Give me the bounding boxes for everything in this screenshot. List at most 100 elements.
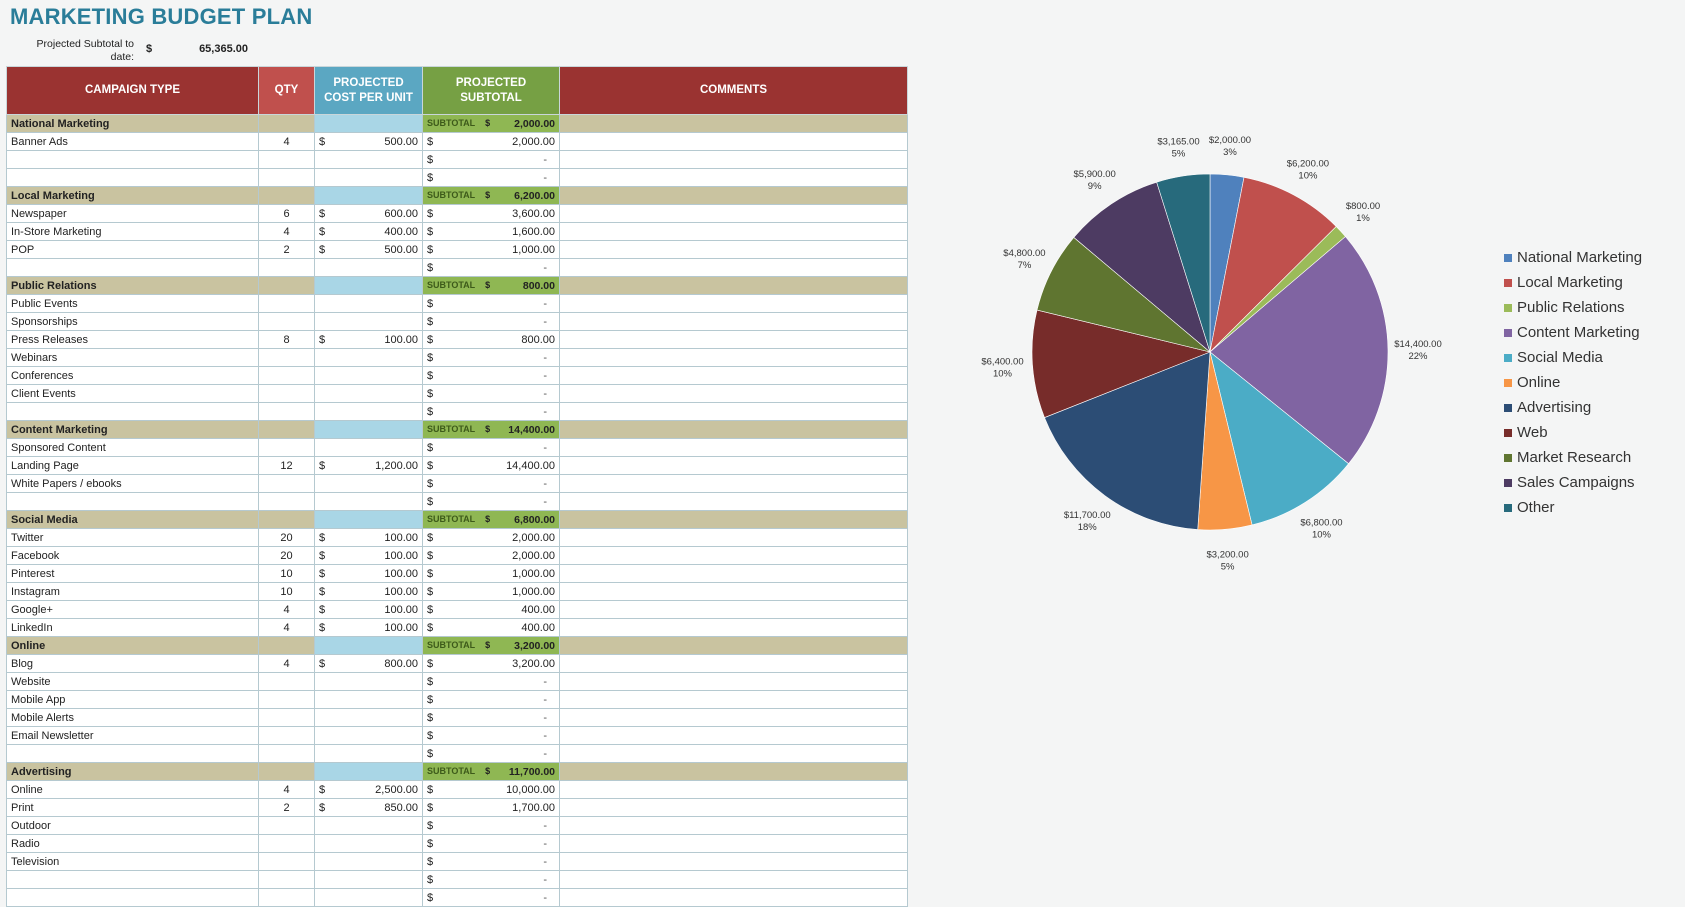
cost-cell[interactable] xyxy=(314,852,423,871)
qty-cell[interactable] xyxy=(258,672,315,691)
comments-cell[interactable] xyxy=(559,582,908,601)
campaign-name[interactable]: Public Events xyxy=(6,294,259,313)
subtotal-cell[interactable]: $ - xyxy=(422,474,560,493)
comments-cell[interactable] xyxy=(559,492,908,511)
cost-cell[interactable]: $100.00 xyxy=(314,600,423,619)
subtotal-cell[interactable]: $2,000.00 xyxy=(422,546,560,565)
comments-cell[interactable] xyxy=(559,420,908,439)
legend-item[interactable]: Online xyxy=(1504,370,1642,395)
comments-cell[interactable] xyxy=(559,258,908,277)
qty-cell[interactable]: 12 xyxy=(258,456,315,475)
qty-cell[interactable]: 4 xyxy=(258,654,315,673)
campaign-name[interactable]: Newspaper xyxy=(6,204,259,223)
cost-cell[interactable] xyxy=(314,420,423,439)
campaign-name[interactable]: Mobile App xyxy=(6,690,259,709)
legend-item[interactable]: Web xyxy=(1504,420,1642,445)
pie-slice[interactable] xyxy=(1031,309,1211,418)
comments-cell[interactable] xyxy=(559,834,908,853)
comments-cell[interactable] xyxy=(559,222,908,241)
qty-cell[interactable] xyxy=(258,294,315,313)
category-name[interactable]: Social Media xyxy=(6,510,259,529)
qty-cell[interactable] xyxy=(258,384,315,403)
subtotal-cell[interactable]: $ - xyxy=(422,690,560,709)
campaign-name[interactable]: Facebook xyxy=(6,546,259,565)
cost-cell[interactable] xyxy=(314,744,423,763)
cost-cell[interactable]: $1,200.00 xyxy=(314,456,423,475)
subtotal-cell[interactable]: $400.00 xyxy=(422,618,560,637)
cost-cell[interactable]: $800.00 xyxy=(314,654,423,673)
legend-item[interactable]: Advertising xyxy=(1504,395,1642,420)
comments-cell[interactable] xyxy=(559,618,908,637)
subtotal-cell[interactable]: $ - xyxy=(422,672,560,691)
campaign-name[interactable] xyxy=(6,258,259,277)
comments-cell[interactable] xyxy=(559,168,908,187)
qty-cell[interactable] xyxy=(258,744,315,763)
qty-cell[interactable] xyxy=(258,870,315,889)
cost-cell[interactable]: $500.00 xyxy=(314,132,423,151)
campaign-name[interactable]: Conferences xyxy=(6,366,259,385)
qty-cell[interactable] xyxy=(258,402,315,421)
subtotal-cell[interactable]: $3,600.00 xyxy=(422,204,560,223)
comments-cell[interactable] xyxy=(559,636,908,655)
subtotal-cell[interactable]: $10,000.00 xyxy=(422,780,560,799)
subtotal-cell[interactable]: $ - xyxy=(422,852,560,871)
cost-cell[interactable]: $850.00 xyxy=(314,798,423,817)
comments-cell[interactable] xyxy=(559,672,908,691)
cost-cell[interactable] xyxy=(314,186,423,205)
cost-cell[interactable] xyxy=(314,726,423,745)
category-name[interactable]: Advertising xyxy=(6,762,259,781)
subtotal-cell[interactable]: $ - xyxy=(422,258,560,277)
qty-cell[interactable]: 2 xyxy=(258,240,315,259)
cost-cell[interactable] xyxy=(314,510,423,529)
qty-cell[interactable] xyxy=(258,834,315,853)
comments-cell[interactable] xyxy=(559,762,908,781)
qty-cell[interactable] xyxy=(258,762,315,781)
legend-item[interactable]: Content Marketing xyxy=(1504,320,1642,345)
campaign-name[interactable]: Client Events xyxy=(6,384,259,403)
cost-cell[interactable] xyxy=(314,258,423,277)
subtotal-cell[interactable]: $1,700.00 xyxy=(422,798,560,817)
cost-cell[interactable]: $100.00 xyxy=(314,330,423,349)
comments-cell[interactable] xyxy=(559,798,908,817)
comments-cell[interactable] xyxy=(559,780,908,799)
cost-cell[interactable]: $100.00 xyxy=(314,528,423,547)
subtotal-cell[interactable]: $ - xyxy=(422,366,560,385)
comments-cell[interactable] xyxy=(559,528,908,547)
comments-cell[interactable] xyxy=(559,816,908,835)
subtotal-cell[interactable]: $ - xyxy=(422,150,560,169)
header-qty[interactable]: QTY xyxy=(258,66,315,115)
comments-cell[interactable] xyxy=(559,366,908,385)
subtotal-cell[interactable]: $ - xyxy=(422,492,560,511)
comments-cell[interactable] xyxy=(559,150,908,169)
comments-cell[interactable] xyxy=(559,186,908,205)
cost-cell[interactable] xyxy=(314,474,423,493)
subtotal-cell[interactable]: $800.00 xyxy=(422,330,560,349)
qty-cell[interactable] xyxy=(258,366,315,385)
category-name[interactable]: Public Relations xyxy=(6,276,259,295)
subtotal-cell[interactable]: $ - xyxy=(422,744,560,763)
pie-slice[interactable] xyxy=(1156,173,1211,353)
campaign-name[interactable]: In-Store Marketing xyxy=(6,222,259,241)
cost-cell[interactable] xyxy=(314,402,423,421)
pie-slice[interactable] xyxy=(1209,176,1337,353)
subtotal-cell[interactable]: $2,000.00 xyxy=(422,528,560,547)
comments-cell[interactable] xyxy=(559,114,908,133)
category-name[interactable]: Online xyxy=(6,636,259,655)
comments-cell[interactable] xyxy=(559,708,908,727)
campaign-name[interactable] xyxy=(6,168,259,187)
comments-cell[interactable] xyxy=(559,870,908,889)
subtotal-cell[interactable]: $ - xyxy=(422,384,560,403)
subtotal-cell[interactable]: $1,000.00 xyxy=(422,582,560,601)
qty-cell[interactable]: 6 xyxy=(258,204,315,223)
legend-item[interactable]: Public Relations xyxy=(1504,295,1642,320)
cost-cell[interactable] xyxy=(314,294,423,313)
campaign-name[interactable]: Instagram xyxy=(6,582,259,601)
qty-cell[interactable] xyxy=(258,420,315,439)
qty-cell[interactable]: 4 xyxy=(258,222,315,241)
header-campaign-type[interactable]: CAMPAIGN TYPE xyxy=(6,66,259,115)
comments-cell[interactable] xyxy=(559,852,908,871)
cost-cell[interactable] xyxy=(314,150,423,169)
category-name[interactable]: Content Marketing xyxy=(6,420,259,439)
cost-cell[interactable] xyxy=(314,114,423,133)
qty-cell[interactable]: 4 xyxy=(258,780,315,799)
